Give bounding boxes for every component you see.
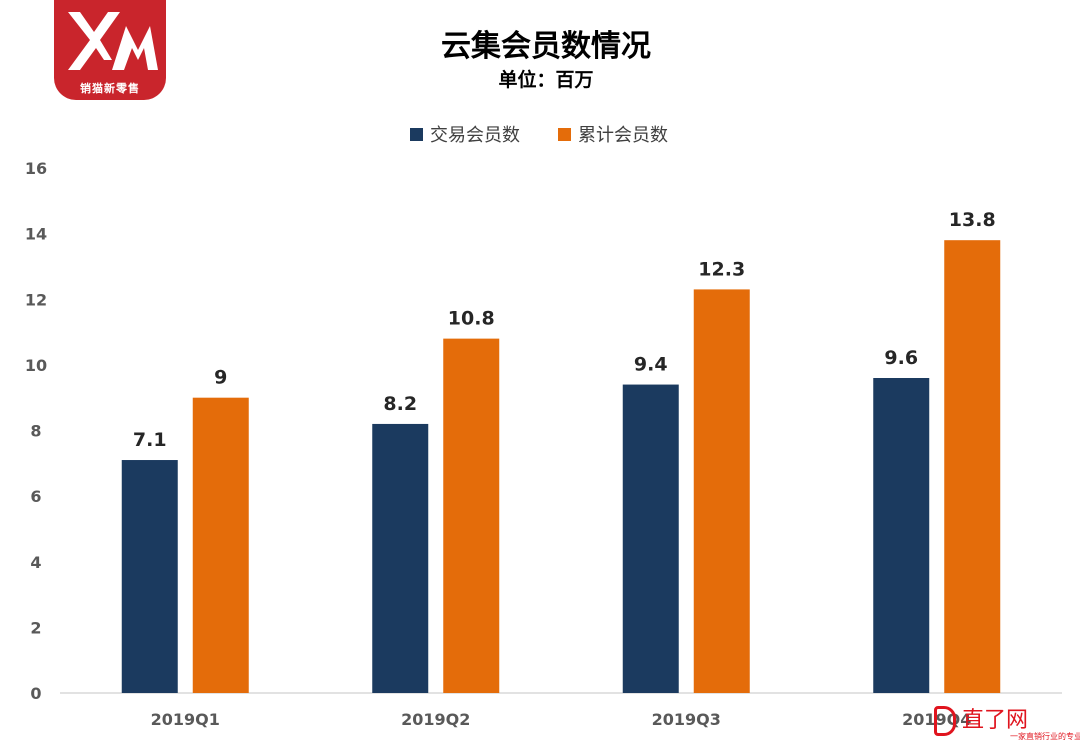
- bar: [121, 460, 178, 693]
- y-tick-label: 14: [25, 225, 47, 244]
- legend-swatch: [558, 128, 571, 141]
- logo-mark-icon: [68, 12, 158, 70]
- chart-title: 云集会员数情况: [441, 29, 651, 64]
- x-tick-label: 2019Q1: [151, 710, 220, 729]
- data-label: 13.8: [949, 209, 996, 231]
- x-tick-label: 2019Q2: [401, 710, 470, 729]
- y-axis: 0 2 4 6 8 10 12 14 16: [25, 159, 47, 703]
- brand-logo: 销猫新零售: [54, 0, 166, 100]
- y-tick-label: 4: [30, 553, 41, 572]
- bars-group: 7.1 9 8.2 10.8 9.4 12.3 9.6 13.8: [121, 209, 1001, 693]
- x-tick-label: 2019Q3: [652, 710, 721, 729]
- data-label: 7.1: [133, 429, 167, 451]
- y-tick-label: 8: [30, 422, 41, 441]
- legend-swatch: [410, 128, 423, 141]
- y-tick-label: 6: [30, 487, 41, 506]
- bar: [622, 384, 679, 693]
- legend-label: 交易会员数: [430, 125, 520, 146]
- data-label: 12.3: [698, 258, 745, 280]
- watermark-name: 直了网: [962, 708, 1029, 733]
- data-label: 8.2: [383, 393, 417, 415]
- watermark-slogan: 一家直销行业的专业媒体: [1010, 732, 1080, 741]
- bar: [443, 338, 500, 693]
- chart-subtitle: 单位：百万: [498, 68, 593, 91]
- y-tick-label: 16: [25, 159, 47, 178]
- data-label: 9.6: [884, 347, 918, 369]
- chart-legend: 交易会员数 累计会员数: [410, 125, 668, 146]
- legend-label: 累计会员数: [578, 125, 668, 146]
- data-label: 9: [214, 367, 227, 389]
- bar: [192, 397, 249, 693]
- bar: [372, 423, 429, 693]
- y-tick-label: 10: [25, 356, 47, 375]
- y-tick-label: 0: [30, 684, 41, 703]
- data-label: 9.4: [634, 354, 668, 376]
- bar: [873, 378, 930, 693]
- x-axis: 2019Q1 2019Q2 2019Q3 2019Q4: [151, 710, 972, 729]
- watermark: 直了网 一家直销行业的专业媒体: [930, 700, 1080, 745]
- bar: [944, 240, 1001, 693]
- watermark-logo-icon: [934, 706, 956, 736]
- y-tick-label: 2: [30, 618, 41, 637]
- y-tick-label: 12: [25, 290, 47, 309]
- bar: [693, 289, 750, 693]
- data-label: 10.8: [448, 308, 495, 330]
- logo-text: 销猫新零售: [80, 82, 140, 95]
